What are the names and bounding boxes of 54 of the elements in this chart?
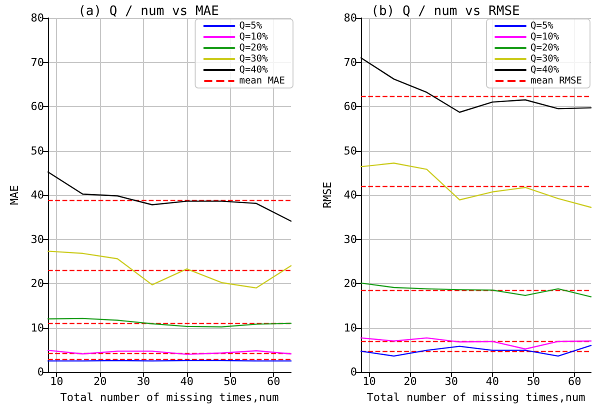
- legend-label: Q=40%: [530, 64, 559, 76]
- y-tick-label: 10: [30, 321, 44, 334]
- y-tick-label: 60: [343, 100, 356, 113]
- legend-label: mean MAE: [239, 76, 286, 86]
- x-axis-title: Total number of missing times,num: [60, 391, 280, 404]
- y-tick-label: 10: [343, 321, 356, 334]
- chart-title: (a) Q / num vs MAE: [78, 4, 219, 19]
- y-tick-label: 40: [343, 188, 356, 202]
- y-tick-label: 50: [30, 144, 44, 158]
- y-axis-title: RMSE: [320, 182, 334, 208]
- y-tick-label: 30: [343, 232, 356, 246]
- legend-label: Q=20%: [530, 42, 559, 54]
- line-series: [360, 344, 592, 357]
- line-series: [360, 162, 592, 208]
- y-tick-label: 50: [343, 144, 356, 158]
- legend-label: Q=10%: [239, 32, 268, 42]
- x-tick-label: 60: [267, 375, 280, 388]
- legend-label: Q=30%: [530, 54, 559, 64]
- y-tick-label: 30: [30, 232, 44, 246]
- line-series: [47, 318, 292, 328]
- legend-label: mean RMSE: [530, 76, 582, 86]
- legend-label: Q=10%: [530, 32, 559, 42]
- y-tick-label: 80: [30, 12, 44, 24]
- y-tick-label: 0: [350, 366, 356, 378]
- x-tick-label: 40: [485, 375, 499, 388]
- y-tick-label: 20: [30, 277, 44, 290]
- y-tick-label: 40: [30, 188, 44, 202]
- x-tick-label: 30: [444, 375, 458, 388]
- x-tick-label: 20: [93, 375, 107, 388]
- legend-label: Q=5%: [530, 20, 554, 32]
- y-axis-title: MAE: [8, 185, 21, 205]
- legend-label: Q=5%: [239, 20, 262, 32]
- x-tick-label: 50: [224, 375, 237, 388]
- legend-label: Q=30%: [239, 54, 268, 64]
- x-tick-label: 30: [136, 375, 150, 388]
- y-tick-label: 80: [343, 12, 356, 24]
- line-series: [47, 250, 292, 289]
- x-tick-label: 20: [403, 375, 416, 388]
- y-tick-label: 20: [343, 277, 356, 290]
- line-series: [360, 337, 592, 350]
- x-tick-label: 60: [567, 375, 581, 388]
- line-series: [360, 282, 592, 298]
- y-tick-label: 0: [37, 366, 44, 378]
- x-tick-label: 50: [526, 375, 540, 388]
- y-tick-label: 70: [30, 56, 44, 69]
- y-tick-label: 70: [343, 56, 356, 69]
- x-axis-title: Total number of missing times,num: [366, 391, 586, 404]
- x-tick-label: 10: [50, 375, 64, 388]
- legend-label: Q=40%: [239, 64, 268, 76]
- y-tick-label: 60: [30, 100, 44, 113]
- chart-title: (b) Q / num vs RMSE: [370, 4, 520, 19]
- x-tick-label: 10: [362, 375, 376, 388]
- legend-label: Q=20%: [239, 42, 268, 54]
- x-tick-label: 40: [180, 375, 194, 388]
